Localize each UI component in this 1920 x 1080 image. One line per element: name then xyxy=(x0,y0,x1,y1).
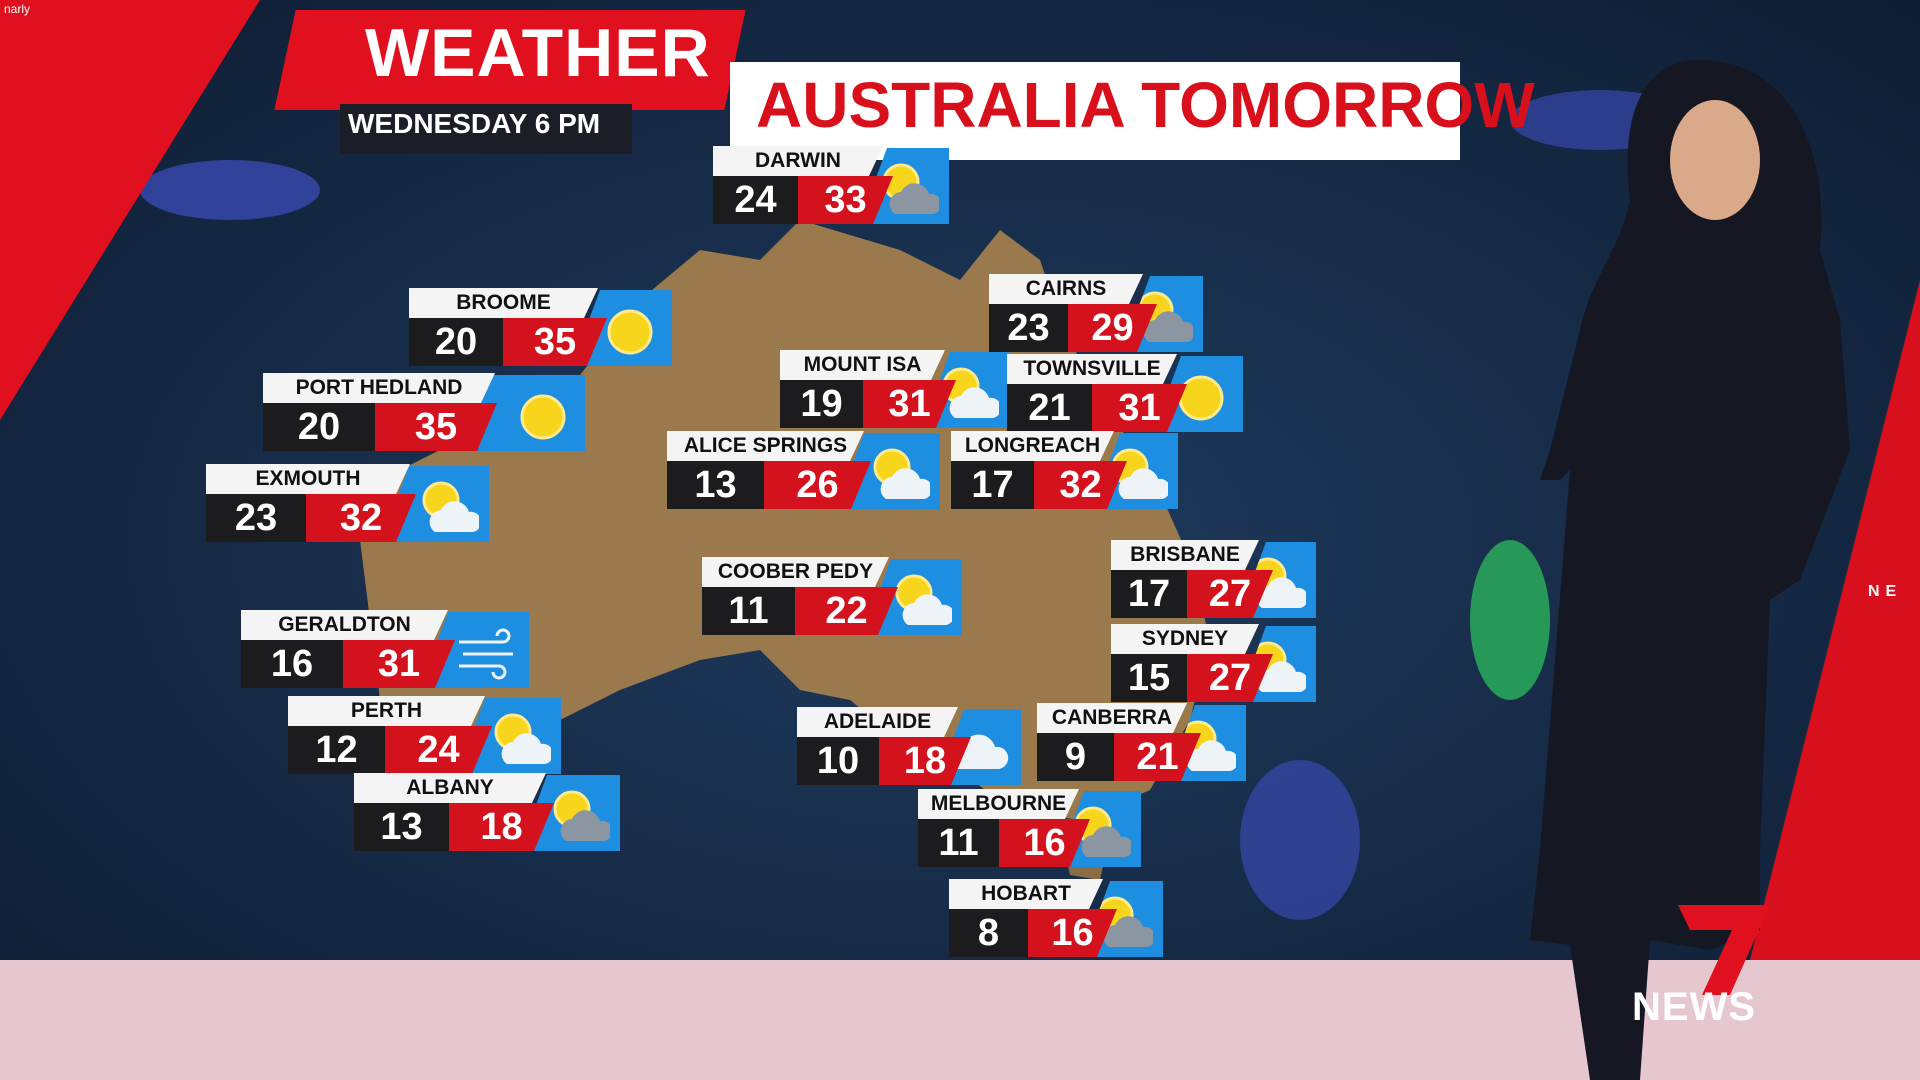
city-name: HOBART xyxy=(949,879,1103,909)
min-temp: 15 xyxy=(1111,654,1187,702)
city-name: TOWNSVILLE xyxy=(1007,354,1177,384)
city-name: MELBOURNE xyxy=(918,789,1079,819)
min-temp: 11 xyxy=(918,819,999,867)
min-temp: 13 xyxy=(667,461,764,509)
city-name: PORT HEDLAND xyxy=(263,373,495,403)
min-temp: 19 xyxy=(780,380,863,428)
city-card-cairns: CAIRNS 23 29 xyxy=(989,274,1203,352)
min-temp: 11 xyxy=(702,587,795,635)
city-name: BRISBANE xyxy=(1111,540,1259,570)
min-temp: 8 xyxy=(949,909,1028,957)
city-card-adelaide: ADELAIDE 10 18 xyxy=(797,707,1021,785)
max-temp: 35 xyxy=(375,403,497,451)
min-temp: 17 xyxy=(951,461,1034,509)
min-temp: 23 xyxy=(989,304,1068,352)
max-temp: 35 xyxy=(503,318,607,366)
subtitle-banner xyxy=(730,62,1460,160)
min-temp: 21 xyxy=(1007,384,1092,432)
city-card-geraldton: GERALDTON 16 31 xyxy=(241,610,529,688)
city-card-port-hedland: PORT HEDLAND 20 35 xyxy=(263,373,585,451)
city-card-townsville: TOWNSVILLE 21 31 xyxy=(1007,354,1243,432)
sun-cloud-icon xyxy=(422,481,479,532)
city-name: MOUNT ISA xyxy=(780,350,945,380)
city-name: ADELAIDE xyxy=(797,707,958,737)
city-card-hobart: HOBART 8 16 xyxy=(949,879,1163,957)
city-name: PERTH xyxy=(288,696,485,726)
sun-cloud-icon xyxy=(494,713,551,764)
city-card-sydney: SYDNEY 15 27 xyxy=(1111,624,1316,702)
max-temp: 32 xyxy=(306,494,416,542)
city-card-darwin: DARWIN 24 33 xyxy=(713,146,949,224)
sun-icon xyxy=(520,394,566,440)
max-temp: 26 xyxy=(764,461,871,509)
min-temp: 9 xyxy=(1037,733,1114,781)
wind-icon xyxy=(459,628,513,680)
min-temp: 10 xyxy=(797,737,879,785)
city-card-canberra: CANBERRA 9 21 xyxy=(1037,703,1246,781)
city-card-coober-pedy: COOBER PEDY 11 22 xyxy=(702,557,962,635)
city-name: DARWIN xyxy=(713,146,883,176)
city-name: SYDNEY xyxy=(1111,624,1259,654)
min-temp: 24 xyxy=(713,176,798,224)
max-temp: 18 xyxy=(449,803,554,851)
sun-cloud-icon xyxy=(942,367,999,418)
min-temp: 20 xyxy=(263,403,375,451)
seven-logo-icon xyxy=(1678,905,1770,995)
sun-grey-cloud-icon xyxy=(553,790,610,841)
city-name: ALICE SPRINGS xyxy=(667,431,864,461)
news-logo-text: NEWS xyxy=(1632,985,1756,1029)
city-name: COOBER PEDY xyxy=(702,557,889,587)
city-name: CAIRNS xyxy=(989,274,1143,304)
background-sign-text: NE xyxy=(1868,583,1903,600)
city-card-perth: PERTH 12 24 xyxy=(288,696,561,774)
city-name: LONGREACH xyxy=(951,431,1114,461)
city-name: EXMOUTH xyxy=(206,464,410,494)
city-name: ALBANY xyxy=(354,773,546,803)
city-card-longreach: LONGREACH 17 32 xyxy=(951,431,1178,509)
city-name: GERALDTON xyxy=(241,610,448,640)
min-temp: 23 xyxy=(206,494,306,542)
city-card-broome: BROOME 20 35 xyxy=(409,288,672,366)
weather-icon-panel xyxy=(1153,356,1243,432)
city-card-albany: ALBANY 13 18 xyxy=(354,773,620,851)
title-weather: WEATHER xyxy=(365,15,711,91)
presenter xyxy=(1530,60,1850,1080)
min-temp: 17 xyxy=(1111,570,1187,618)
max-temp: 24 xyxy=(385,726,492,774)
max-temp: 27 xyxy=(1187,654,1273,702)
city-name: BROOME xyxy=(409,288,598,318)
max-temp: 18 xyxy=(879,737,971,785)
forecast-date: WEDNESDAY 6 PM xyxy=(348,108,601,139)
sun-cloud-icon xyxy=(1111,448,1168,499)
date-banner xyxy=(340,104,632,154)
corner-tag: narly xyxy=(4,2,31,16)
city-card-mount-isa: MOUNT ISA 19 31 xyxy=(780,350,1009,428)
city-card-brisbane: BRISBANE 17 27 xyxy=(1111,540,1316,618)
max-temp: 31 xyxy=(343,640,455,688)
city-card-exmouth: EXMOUTH 23 32 xyxy=(206,464,489,542)
max-temp: 22 xyxy=(795,587,898,635)
min-temp: 16 xyxy=(241,640,343,688)
page-title: AUSTRALIA TOMORROW xyxy=(756,69,1535,141)
min-temp: 20 xyxy=(409,318,503,366)
min-temp: 12 xyxy=(288,726,385,774)
sun-cloud-icon xyxy=(895,574,952,625)
city-name: CANBERRA xyxy=(1037,703,1187,733)
min-temp: 13 xyxy=(354,803,449,851)
sun-cloud-icon xyxy=(873,448,930,499)
sun-icon xyxy=(607,309,653,355)
city-card-alice-springs: ALICE SPRINGS 13 26 xyxy=(667,431,940,509)
city-card-melbourne: MELBOURNE 11 16 xyxy=(918,789,1141,867)
